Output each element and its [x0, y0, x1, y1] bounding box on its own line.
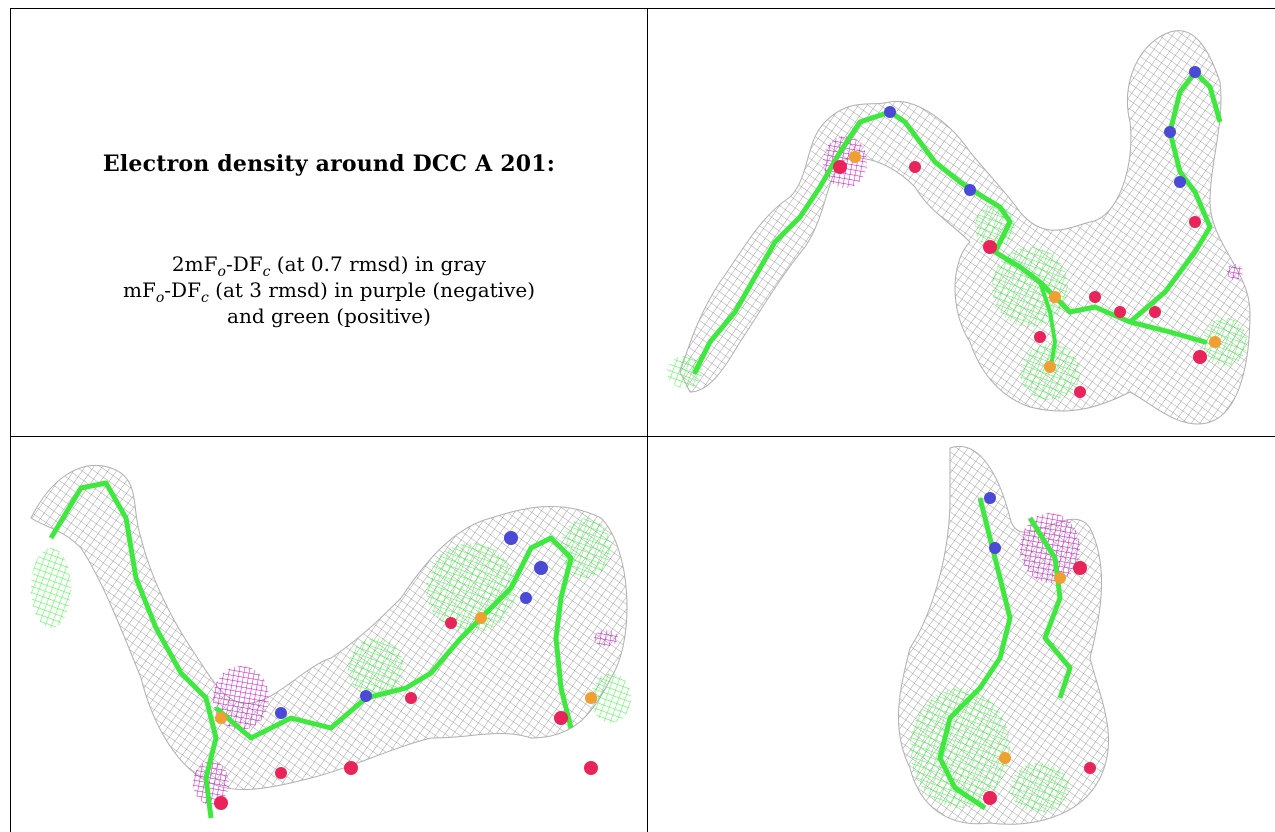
table-divider-middle: [10, 436, 1275, 437]
density-view-3-image: [897, 445, 1110, 825]
legend-line-difference: mFo-DFc (at 3 rmsd) in purple (negative): [123, 278, 535, 306]
density-view-1: [650, 12, 1275, 436]
figure-table: Electron density around DCC A 201: 2mFo-…: [10, 8, 1275, 832]
density-view-2-image: [30, 464, 631, 819]
density-view-2: [11, 438, 647, 832]
caption-cell: Electron density around DCC A 201: 2mFo-…: [11, 9, 647, 436]
legend-text: 2mFo-DFc (at 0.7 rmsd) in gray mFo-DFc (…: [123, 251, 535, 329]
density-view-3: [650, 438, 1275, 832]
legend-line-gray: 2mFo-DFc (at 0.7 rmsd) in gray: [171, 252, 487, 280]
table-divider-vertical: [647, 8, 648, 832]
table-border-left: [10, 8, 11, 832]
figure-title: Electron density around DCC A 201:: [102, 151, 556, 177]
legend-line-positive: and green (positive): [227, 304, 431, 328]
table-border-top: [10, 8, 1275, 9]
density-view-1-image: [667, 30, 1251, 425]
